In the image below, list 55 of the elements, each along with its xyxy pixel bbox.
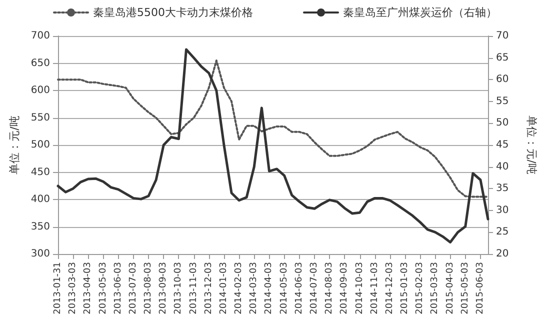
y-axis-title: 单位：元/吨 bbox=[8, 116, 21, 174]
x-tick-label: 2013-07-03 bbox=[128, 262, 138, 314]
y-tick-label: 600 bbox=[30, 85, 50, 96]
x-tick-label: 2014-07-03 bbox=[309, 262, 320, 314]
y2-tick-label: 40 bbox=[496, 161, 509, 172]
y-tick-label: 550 bbox=[30, 112, 50, 124]
y-tick-label: 300 bbox=[30, 248, 50, 260]
legend-label: 秦皇岛港5500大卡动力末煤价格 bbox=[93, 6, 254, 19]
x-tick-label: 2013-04-03 bbox=[83, 262, 94, 314]
x-tick-label: 2013-09-03 bbox=[158, 262, 169, 314]
x-tick-label: 2014-10-03 bbox=[354, 262, 365, 314]
x-tick-label: 2014-01-03 bbox=[218, 262, 229, 314]
y-tick-label: 450 bbox=[30, 166, 50, 178]
x-tick-label: 2015-05-03 bbox=[460, 262, 470, 314]
y2-tick-label: 35 bbox=[496, 183, 509, 194]
x-tick-label: 2014-02-03 bbox=[234, 262, 244, 314]
x-tick-label: 2013-03-03 bbox=[68, 262, 78, 314]
x-tick-label: 2013-11-03 bbox=[188, 262, 199, 314]
x-tick-label: 2014-08-03 bbox=[324, 262, 335, 314]
y2-tick-label: 70 bbox=[496, 30, 509, 42]
x-tick-label: 2013-01-31 bbox=[53, 262, 63, 314]
y2-tick-label: 20 bbox=[496, 248, 509, 260]
y2-tick-label: 60 bbox=[496, 74, 509, 86]
line-series bbox=[56, 48, 490, 244]
y2-tick-label: 45 bbox=[496, 140, 509, 150]
y2-tick-label: 50 bbox=[496, 118, 509, 129]
x-tick-label: 2015-03-03 bbox=[430, 262, 440, 314]
x-tick-label: 2013-06-03 bbox=[113, 262, 124, 314]
y2-axis-title: 单位：元/吨 bbox=[525, 116, 538, 174]
y2-tick-label: 55 bbox=[496, 96, 509, 107]
x-tick-label: 2015-01-03 bbox=[400, 262, 410, 314]
line-series bbox=[57, 60, 489, 198]
x-tick-label: 2014-04-03 bbox=[264, 262, 274, 314]
x-tick-label: 2014-12-03 bbox=[384, 262, 395, 314]
x-tick-label: 2013-08-03 bbox=[144, 262, 154, 314]
x-tick-label: 2014-03-03 bbox=[249, 262, 260, 314]
x-tick-label: 2015-02-03 bbox=[415, 262, 426, 314]
x-tick-label: 2015-06-03 bbox=[475, 262, 486, 314]
x-tick-label: 2014-06-03 bbox=[294, 262, 304, 314]
y-tick-label: 400 bbox=[30, 194, 50, 205]
x-tick-label: 2013-05-03 bbox=[98, 262, 108, 314]
y-tick-label: 700 bbox=[30, 30, 50, 42]
y2-tick-label: 25 bbox=[496, 226, 509, 238]
y-tick-label: 650 bbox=[30, 58, 50, 69]
x-tick-label: 2013-12-03 bbox=[204, 262, 214, 314]
y2-tick-label: 65 bbox=[496, 52, 509, 64]
y-tick-label: 350 bbox=[30, 221, 50, 232]
legend-label: 秦皇岛至广州煤炭运价（右轴） bbox=[342, 6, 497, 19]
x-tick-label: 2013-10-03 bbox=[174, 262, 184, 314]
x-tick-label: 2015-04-03 bbox=[445, 262, 456, 314]
x-tick-label: 2014-09-03 bbox=[340, 262, 350, 314]
y2-tick-label: 30 bbox=[496, 204, 509, 216]
x-tick-label: 2014-11-03 bbox=[370, 262, 380, 314]
y-tick-label: 500 bbox=[30, 140, 50, 150]
x-tick-label: 2014-05-03 bbox=[279, 262, 290, 314]
